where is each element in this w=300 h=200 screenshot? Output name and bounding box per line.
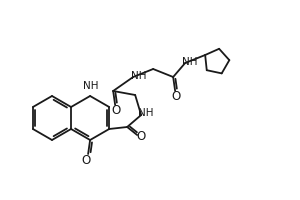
Text: O: O xyxy=(136,130,146,144)
Text: O: O xyxy=(172,90,181,104)
Text: NH: NH xyxy=(138,108,154,118)
Text: O: O xyxy=(112,104,121,117)
Text: NH: NH xyxy=(131,71,147,81)
Text: NH: NH xyxy=(182,57,198,67)
Text: NH: NH xyxy=(83,81,99,91)
Text: O: O xyxy=(82,154,91,166)
